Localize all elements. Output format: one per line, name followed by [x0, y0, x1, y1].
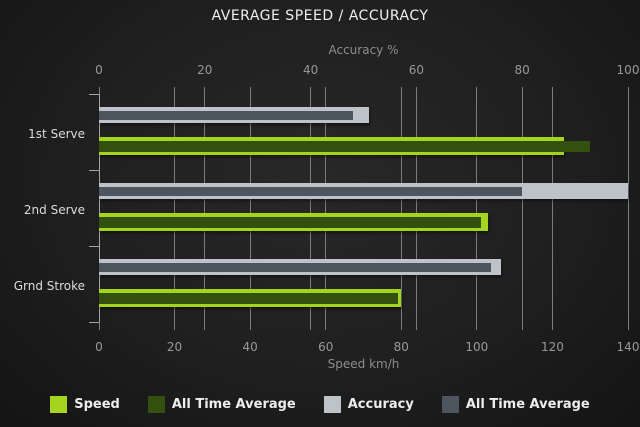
bottom-gridline-140	[627, 87, 629, 330]
legend-swatch-all-time-average	[147, 396, 165, 413]
top-tick-label-20: 20	[197, 63, 213, 77]
bottom-tick-label-100: 100	[465, 340, 489, 354]
chart-title: AVERAGE SPEED / ACCURACY	[211, 8, 429, 24]
category-tick	[89, 245, 99, 247]
bottom-gridline-40	[249, 87, 251, 330]
bottom-tick-label-120: 120	[540, 340, 564, 354]
y-axis-spine	[99, 94, 100, 322]
bar-all-time-average-bottom-1st-serve	[99, 140, 591, 152]
bar-all-time-average-top-2nd-serve	[99, 186, 523, 196]
top-tick-label-0: 0	[95, 63, 103, 77]
plot-area: 0 20 40 60 80 100 0 20 40 60 80 100 120 140 1st Serve 2…	[14, 63, 640, 354]
top-axis-title: Accuracy %	[328, 43, 399, 57]
top-tick-label-80: 80	[514, 63, 530, 77]
bottom-tick-label-80: 80	[393, 340, 409, 354]
bottom-tick-label-0: 0	[95, 340, 103, 354]
bottom-tick-label-60: 60	[318, 340, 334, 354]
legend-swatch-speed	[50, 396, 68, 413]
top-tick-label-60: 60	[408, 63, 425, 77]
category-tick	[89, 321, 99, 323]
bottom-tick-label-140: 140	[616, 340, 640, 354]
top-gridline-20	[204, 87, 206, 330]
bar-all-time-average-bottom-grnd-stroke	[99, 292, 398, 304]
bottom-gridline-80	[400, 87, 402, 330]
bottom-gridline-100	[476, 87, 478, 330]
bar-all-time-average-top-1st-serve	[99, 110, 353, 120]
legend-item-all-time-average: All Time Average	[441, 396, 590, 413]
top-tick-label-100: 100	[616, 63, 640, 77]
category-label-2nd-serve: 2nd Serve	[23, 203, 85, 217]
legend-label-all-time-average: All Time Average	[465, 397, 590, 412]
legend-label-all-time-average: All Time Average	[171, 397, 296, 412]
top-gridline-60	[415, 87, 417, 330]
category-tick	[89, 169, 99, 171]
top-gridline-80	[521, 87, 523, 330]
category-label-grnd-stroke: Grnd Stroke	[13, 279, 85, 293]
bottom-axis-title: Speed km/h	[327, 357, 400, 371]
category-tick	[89, 93, 99, 95]
bottom-tick-label-40: 40	[242, 340, 258, 354]
legend-label-speed: Speed	[74, 397, 120, 412]
top-gridline-40	[310, 87, 312, 330]
legend-swatch-all-time-average	[441, 396, 459, 413]
bottom-tick-label-20: 20	[166, 340, 183, 354]
bottom-gridline-20	[174, 87, 176, 330]
legend-label-accuracy: Accuracy	[347, 397, 414, 412]
legend-item-accuracy: Accuracy	[323, 396, 414, 413]
bottom-gridline-120	[551, 87, 553, 330]
legend-swatch-accuracy	[323, 396, 341, 413]
legend: Speed All Time Average Accuracy All Time Av…	[0, 396, 640, 413]
top-tick-label-40: 40	[302, 63, 319, 77]
legend-item-speed: Speed	[50, 396, 120, 413]
bottom-gridline-60	[325, 87, 327, 330]
bar-all-time-average-bottom-2nd-serve	[99, 216, 481, 228]
bar-all-time-average-top-grnd-stroke	[99, 262, 491, 272]
legend-item-all-time-average: All Time Average	[147, 396, 296, 413]
category-label-1st-serve: 1st Serve	[28, 127, 85, 141]
